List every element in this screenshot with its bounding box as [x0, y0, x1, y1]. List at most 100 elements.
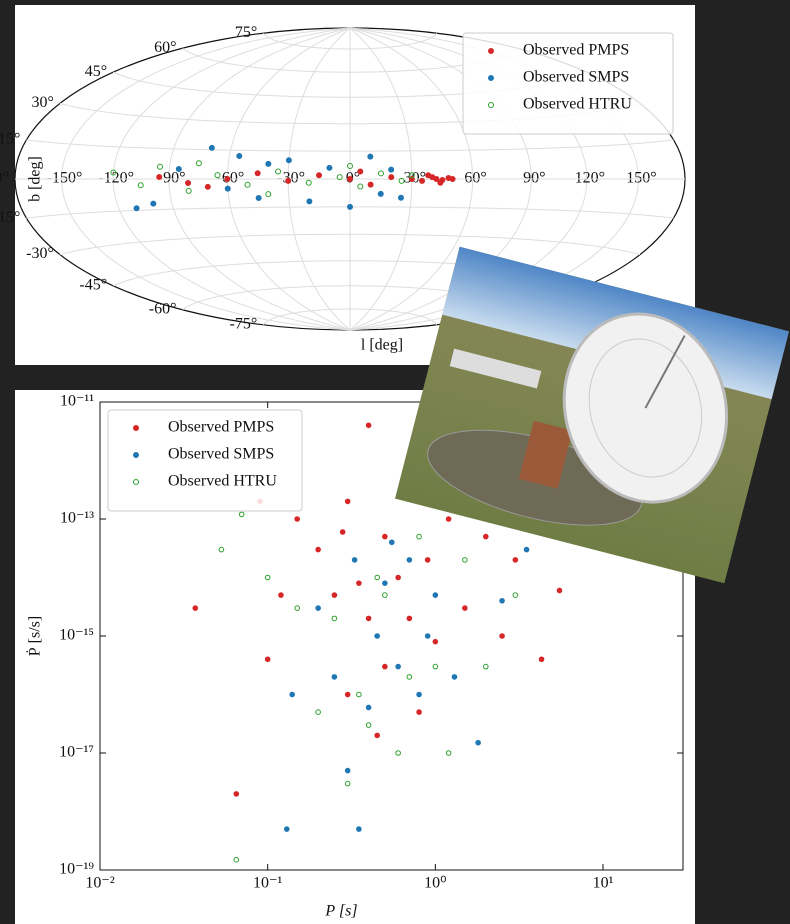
legend-label: Observed PMPS [523, 42, 629, 59]
data-point [284, 827, 289, 832]
y-tick-label: 10⁻¹⁵ [59, 627, 94, 644]
data-point [433, 593, 438, 598]
data-point [390, 540, 395, 545]
data-point [425, 558, 430, 563]
data-point [396, 575, 401, 580]
data-point [500, 598, 505, 603]
lon-tick-label: 60° [464, 170, 486, 187]
data-point [539, 657, 544, 662]
data-point [426, 173, 431, 178]
lon-tick-label: -150° [47, 170, 83, 187]
data-point [366, 705, 371, 710]
data-point [286, 158, 291, 163]
data-point [383, 581, 388, 586]
data-point [407, 558, 412, 563]
data-point [340, 530, 345, 535]
data-point [389, 175, 394, 180]
lat-tick-label: -45° [79, 276, 107, 293]
data-point [348, 204, 353, 209]
data-point [420, 178, 425, 183]
lon-tick-label: 150° [626, 170, 656, 187]
data-point [434, 177, 439, 182]
data-point [205, 184, 210, 189]
y-axis-label: b [deg] [27, 156, 44, 202]
data-point [237, 154, 242, 159]
lon-tick-label: -60° [217, 170, 245, 187]
data-point [225, 186, 230, 191]
data-point [357, 581, 362, 586]
data-point [352, 558, 357, 563]
data-point [366, 616, 371, 621]
data-point [417, 692, 422, 697]
data-point [317, 173, 322, 178]
data-point [348, 177, 353, 182]
data-point [358, 169, 363, 174]
legend-marker [489, 76, 494, 81]
data-point [368, 182, 373, 187]
lon-tick-label: 90° [523, 170, 545, 187]
lat-tick-label: 15° [0, 131, 20, 148]
y-tick-label: 10⁻¹¹ [60, 393, 94, 410]
data-point [255, 171, 260, 176]
lat-tick-label: -30° [26, 245, 54, 262]
data-point [345, 499, 350, 504]
data-point [383, 534, 388, 539]
y-axis-label: Ṗ [s/s] [26, 616, 44, 656]
data-point [366, 423, 371, 428]
lat-tick-label: -75° [230, 316, 258, 333]
data-point [256, 195, 261, 200]
lat-tick-label: 60° [154, 39, 176, 56]
data-point [279, 593, 284, 598]
data-point [357, 827, 362, 832]
legend-marker [489, 49, 494, 54]
data-point [295, 517, 300, 522]
y-tick-label: 10⁻¹³ [60, 510, 94, 527]
legend-marker [134, 426, 139, 431]
data-point [225, 177, 230, 182]
data-point [438, 180, 443, 185]
legend-label: Observed HTRU [523, 96, 632, 113]
page: {"chart_data": [ {"type": "scatter", "pr… [0, 0, 790, 924]
lon-tick-label: -30° [277, 170, 305, 187]
data-point [316, 606, 321, 611]
data-point [316, 547, 321, 552]
data-point [500, 634, 505, 639]
y-tick-label: 10⁻¹⁹ [59, 861, 94, 878]
data-point [186, 180, 191, 185]
data-point [151, 201, 156, 206]
data-point [345, 692, 350, 697]
data-point [524, 547, 529, 552]
data-point [209, 145, 214, 150]
x-tick-label: 10⁰ [424, 875, 446, 892]
lat-tick-label: 45° [85, 63, 107, 80]
x-axis-label: l [deg] [361, 337, 403, 354]
data-point [157, 174, 162, 179]
data-point [557, 588, 562, 593]
data-point [407, 616, 412, 621]
legend-marker [134, 453, 139, 458]
x-tick-label: 10⁻¹ [253, 875, 282, 892]
legend-label: Observed SMPS [523, 69, 629, 86]
data-point [425, 634, 430, 639]
data-point [484, 534, 489, 539]
x-axis-label: P [s] [324, 903, 357, 920]
data-point [286, 178, 291, 183]
lat-tick-label: -15° [0, 209, 20, 226]
data-point [375, 634, 380, 639]
data-point [463, 606, 468, 611]
data-point [368, 154, 373, 159]
data-point [290, 692, 295, 697]
lat-tick-label: 75° [235, 24, 257, 41]
data-point [450, 177, 455, 182]
data-point [307, 199, 312, 204]
data-point [193, 606, 198, 611]
lon-tick-label: -90° [158, 170, 186, 187]
legend-label: Observed HTRU [168, 473, 277, 490]
data-point [433, 639, 438, 644]
y-tick-label: 10⁻¹⁷ [59, 744, 94, 761]
data-point [234, 792, 239, 797]
data-point [446, 517, 451, 522]
data-point [378, 191, 383, 196]
x-tick-label: 10¹ [593, 875, 614, 892]
data-point [513, 558, 518, 563]
